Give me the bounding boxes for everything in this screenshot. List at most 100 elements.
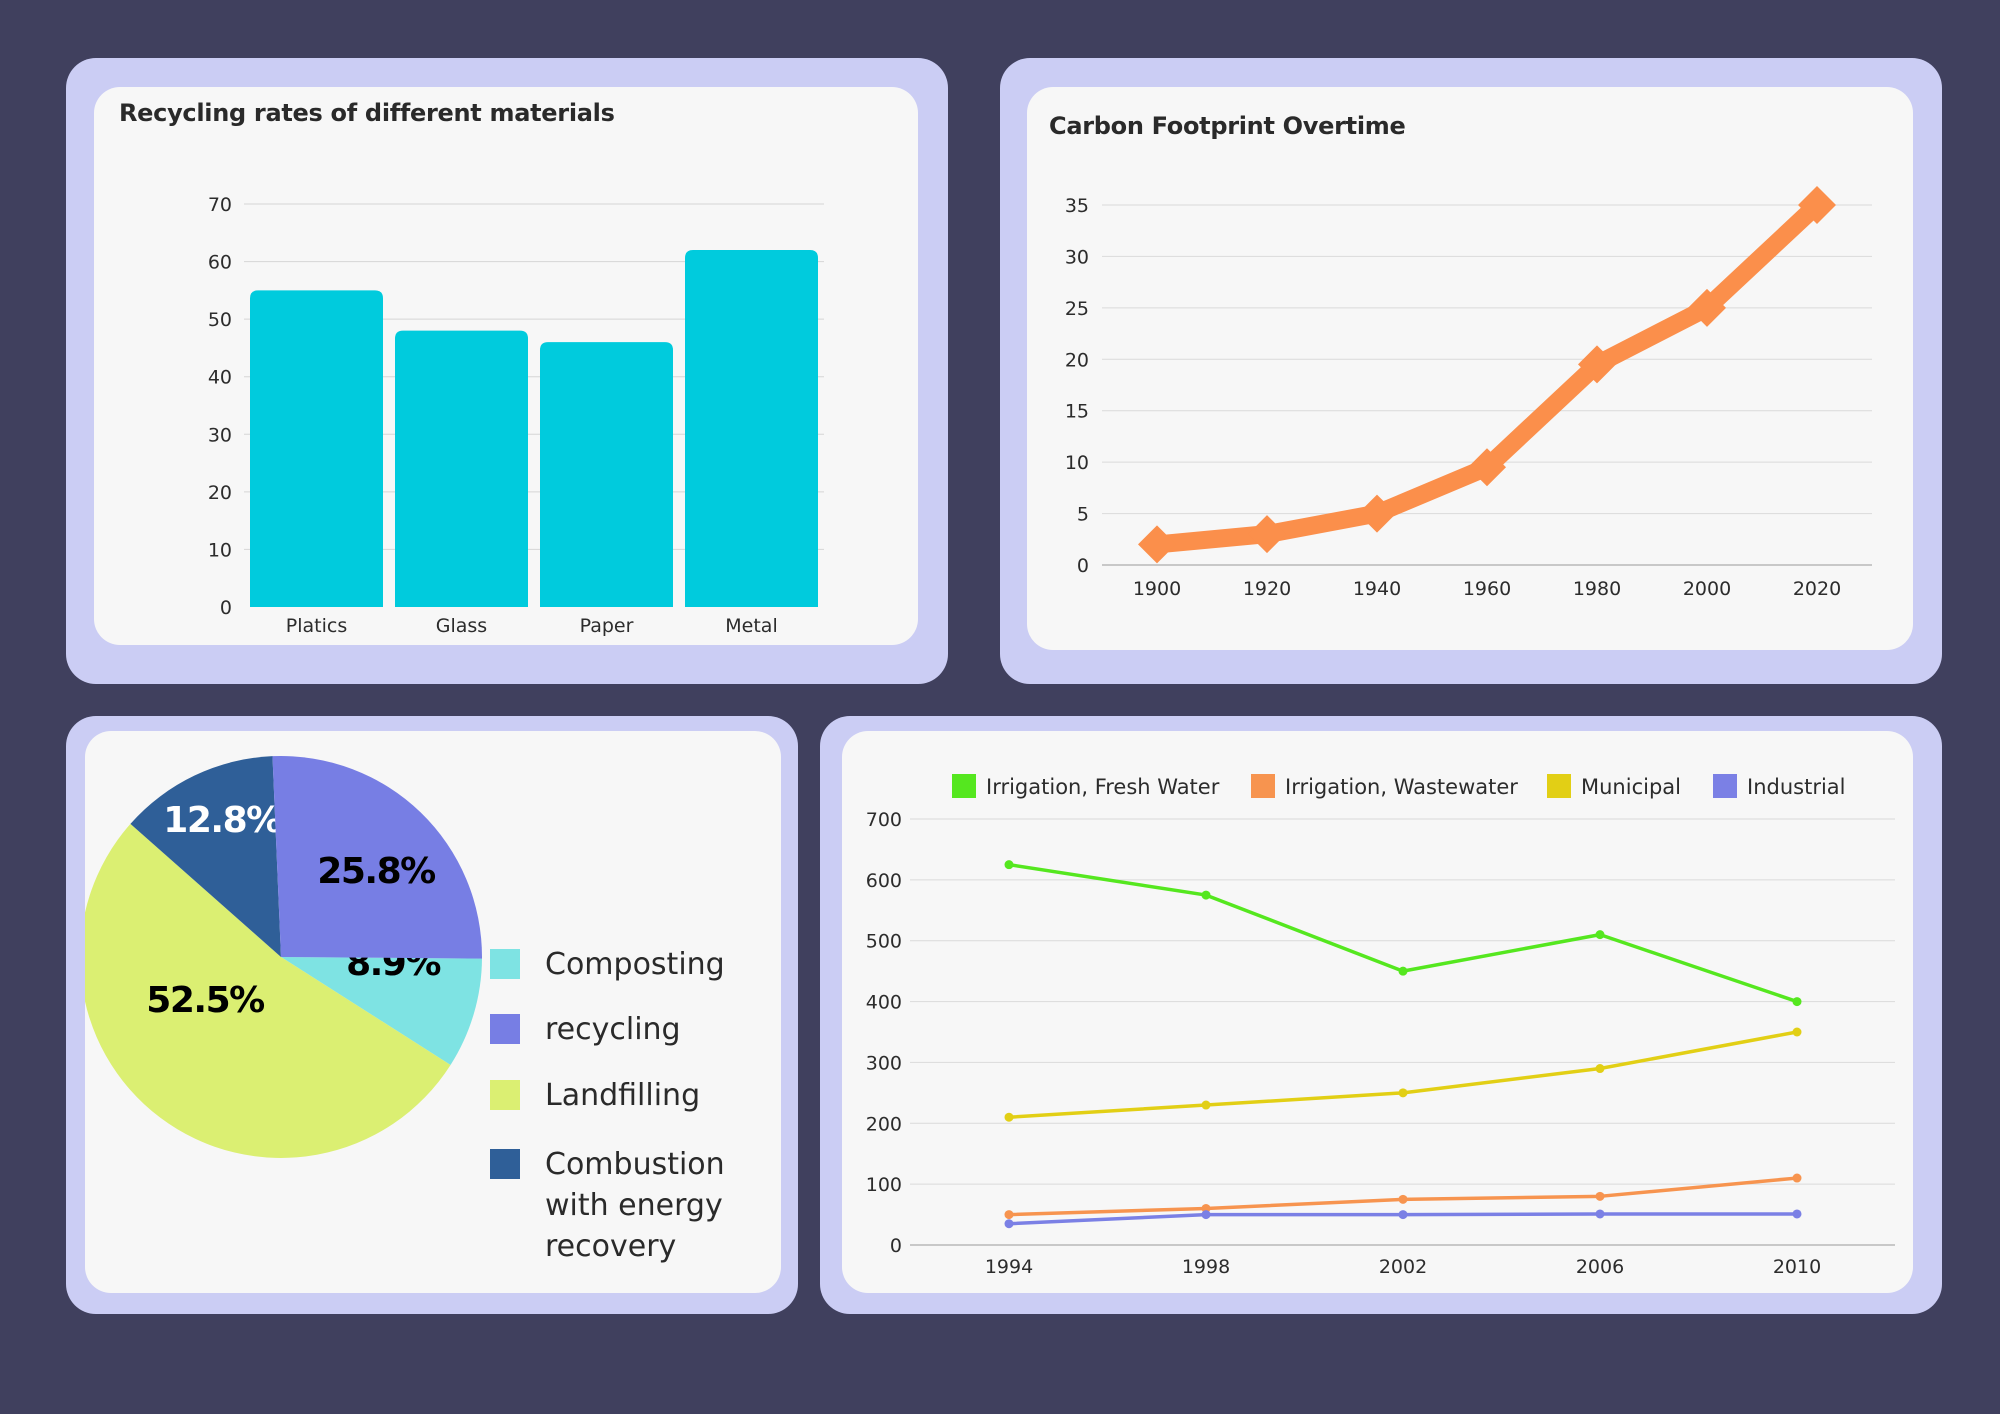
slice-value-label: 52.5% bbox=[146, 980, 264, 1021]
series-point bbox=[1595, 1191, 1605, 1201]
carbon-footprint-line-chart: 0 5 10 15 20 25 30 35 1900 1920 1940 1960 1980 2000 20… bbox=[1065, 186, 1872, 600]
series-point bbox=[1398, 1210, 1408, 1220]
legend-swatch bbox=[490, 949, 520, 979]
bar bbox=[540, 342, 673, 607]
y-tick-label: 40 bbox=[208, 367, 232, 389]
x-tick-label: Metal bbox=[725, 615, 777, 637]
y-tick-label: 50 bbox=[208, 309, 232, 331]
legend-label: recycling bbox=[545, 1012, 681, 1047]
data-point-marker bbox=[1798, 186, 1836, 224]
y-tick-label: 25 bbox=[1065, 298, 1089, 320]
series-point bbox=[1201, 1100, 1211, 1110]
legend-label: Municipal bbox=[1581, 775, 1681, 799]
x-tick-label: 1994 bbox=[985, 1256, 1033, 1278]
legend-label: Composting bbox=[545, 947, 725, 982]
x-tick-label: Platics bbox=[286, 615, 347, 637]
legend-label: Combustion bbox=[545, 1147, 725, 1182]
x-tick-label: 2000 bbox=[1683, 578, 1731, 600]
series-point bbox=[1004, 860, 1014, 870]
series-point bbox=[1398, 1194, 1408, 1204]
series-point bbox=[1595, 930, 1605, 940]
legend-swatch bbox=[952, 774, 976, 798]
y-tick-label: 0 bbox=[220, 597, 232, 619]
bar bbox=[685, 250, 818, 608]
bar bbox=[250, 290, 383, 607]
series-point bbox=[1792, 1209, 1802, 1219]
series-line bbox=[1008, 862, 1798, 1004]
series-point bbox=[1201, 890, 1211, 900]
y-tick-label: 70 bbox=[208, 194, 232, 216]
series-point bbox=[1792, 1027, 1802, 1037]
legend-swatch bbox=[490, 1014, 520, 1044]
series-point bbox=[1398, 966, 1408, 976]
y-tick-label: 30 bbox=[208, 424, 232, 446]
x-tick-label: 2006 bbox=[1576, 1256, 1624, 1278]
legend-label: Landfilling bbox=[545, 1078, 700, 1113]
water-usage-line-chart: 0 100 200 300 400 500 600 700 1994 1998 2002 2006 20… bbox=[866, 774, 1895, 1278]
y-tick-label: 500 bbox=[866, 931, 902, 953]
carbon-footprint-line bbox=[1156, 198, 1824, 554]
data-point-marker bbox=[1468, 448, 1506, 487]
y-tick-label: 20 bbox=[1065, 349, 1089, 371]
legend-swatch bbox=[490, 1080, 520, 1110]
y-tick-label: 15 bbox=[1065, 401, 1089, 423]
x-tick-label: 1960 bbox=[1463, 578, 1511, 600]
y-tick-label: 300 bbox=[866, 1052, 902, 1074]
y-tick-label: 200 bbox=[866, 1113, 902, 1135]
y-tick-label: 600 bbox=[866, 870, 902, 892]
legend-label: Irrigation, Fresh Water bbox=[986, 775, 1220, 799]
y-tick-label: 0 bbox=[1077, 555, 1089, 577]
y-tick-label: 10 bbox=[208, 539, 232, 561]
x-tick-label: 1980 bbox=[1573, 578, 1621, 600]
y-tick-label: 20 bbox=[208, 482, 232, 504]
y-tick-label: 60 bbox=[208, 252, 232, 274]
y-tick-label: 0 bbox=[890, 1235, 902, 1257]
data-point-marker bbox=[1578, 345, 1616, 384]
legend-label: with energy bbox=[545, 1188, 723, 1223]
series-point bbox=[1595, 1064, 1605, 1074]
x-tick-label: 2010 bbox=[1773, 1256, 1821, 1278]
series-point bbox=[1004, 1112, 1014, 1122]
data-point-marker bbox=[1688, 288, 1726, 327]
y-tick-label: 10 bbox=[1065, 452, 1089, 474]
pie-slice bbox=[130, 756, 281, 957]
recycling-rates-bar-chart: 0 10 20 30 40 50 60 70 Platics Glass Paper Metal bbox=[208, 194, 824, 637]
y-tick-label: 35 bbox=[1065, 195, 1089, 217]
y-tick-label: 700 bbox=[866, 809, 902, 831]
waste-management-pie-chart: 8.9%52.5%12.8%25.8%CompostingrecyclingLa… bbox=[85, 756, 725, 1264]
y-tick-label: 30 bbox=[1065, 246, 1089, 268]
x-tick-label: 2020 bbox=[1793, 578, 1841, 600]
legend-swatch bbox=[1547, 774, 1571, 798]
series-point bbox=[1792, 997, 1802, 1007]
y-tick-label: 400 bbox=[866, 992, 902, 1014]
bar bbox=[395, 330, 528, 607]
series-point bbox=[1595, 1209, 1605, 1219]
recycling-rates-title: Recycling rates of different materials bbox=[119, 99, 615, 127]
carbon-footprint-card: Carbon Footprint Overtime 0 5 10 15 20 25 30 35… bbox=[1027, 87, 1913, 650]
x-tick-label: Paper bbox=[580, 615, 634, 637]
x-tick-label: 1940 bbox=[1353, 578, 1401, 600]
water-usage-card: 0 100 200 300 400 500 600 700 1994 1998 2002 2006 20… bbox=[842, 731, 1913, 1293]
series-point bbox=[1004, 1210, 1014, 1220]
legend-swatch bbox=[1713, 774, 1737, 798]
y-tick-label: 100 bbox=[866, 1174, 902, 1196]
legend-swatch bbox=[1251, 774, 1275, 798]
x-tick-label: 1900 bbox=[1133, 578, 1181, 600]
x-tick-label: 1920 bbox=[1243, 578, 1291, 600]
recycling-rates-card: Recycling rates of different materials 0… bbox=[94, 87, 918, 645]
legend-label: Irrigation, Wastewater bbox=[1285, 775, 1518, 799]
data-point-marker bbox=[1138, 525, 1176, 564]
series-line bbox=[1008, 1030, 1798, 1119]
pie-slice bbox=[85, 823, 451, 1158]
legend-label: recovery bbox=[545, 1229, 676, 1264]
data-point-marker bbox=[1358, 494, 1396, 533]
y-tick-label: 5 bbox=[1077, 504, 1089, 526]
pie-slice bbox=[281, 957, 482, 1065]
x-tick-label: Glass bbox=[436, 615, 487, 637]
series-point bbox=[1398, 1088, 1408, 1098]
legend-label: Industrial bbox=[1747, 775, 1846, 799]
legend-swatch bbox=[490, 1149, 520, 1179]
x-tick-label: 1998 bbox=[1182, 1256, 1230, 1278]
series-point bbox=[1792, 1173, 1802, 1183]
series-point bbox=[1004, 1219, 1014, 1229]
